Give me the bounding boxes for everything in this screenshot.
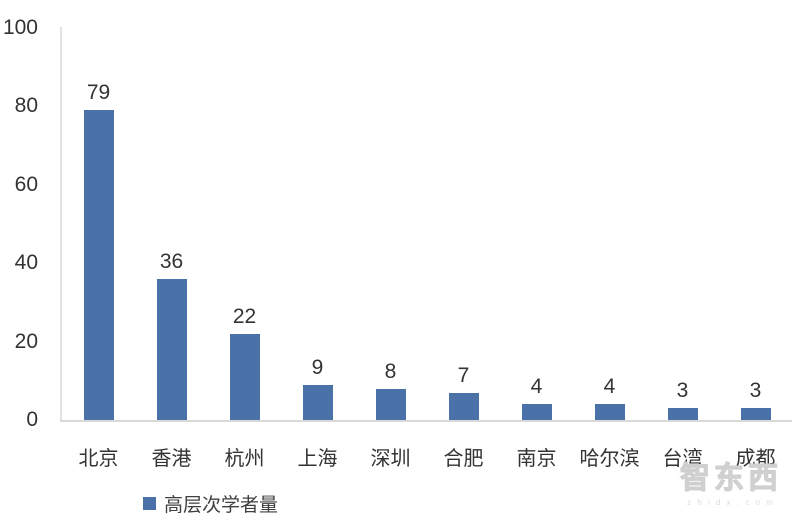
- bar-column: 9: [281, 28, 354, 420]
- bar-column: 4: [500, 28, 573, 420]
- bar-value-label: 8: [384, 360, 397, 383]
- bar-column: 8: [354, 28, 427, 420]
- bar-value-label: 4: [603, 375, 616, 398]
- x-axis-line: [60, 420, 792, 422]
- y-tick-label: 100: [2, 16, 38, 39]
- bar-column: 7: [427, 28, 500, 420]
- y-tick-label: 0: [26, 408, 38, 431]
- x-category-label: 南京: [516, 448, 557, 470]
- x-category-label: 台湾: [662, 448, 703, 470]
- bar: [229, 334, 260, 420]
- bar: [302, 385, 333, 420]
- legend: 高层次学者量: [143, 490, 278, 517]
- y-axis-line: [60, 27, 62, 421]
- watermark-brand-text: 智东西: [680, 462, 782, 496]
- x-category-label: 哈尔滨: [579, 448, 640, 470]
- watermark-domain-text: z h i d x . c o m: [687, 498, 775, 507]
- legend-label: 高层次学者量: [164, 495, 279, 516]
- y-tick-label: 60: [14, 172, 38, 196]
- bar-value-label: 4: [530, 375, 543, 398]
- bar-column: 79: [62, 28, 135, 420]
- watermark: 智东西 z h i d x . c o m: [676, 462, 786, 508]
- x-category-label: 成都: [735, 448, 776, 470]
- bar: [448, 393, 479, 420]
- plot-area: 79 36 22 9 8 7 4 4 3 3: [62, 28, 792, 420]
- legend-marker-square: [143, 497, 156, 510]
- y-tick-label: 80: [14, 94, 38, 118]
- bar: [521, 404, 552, 420]
- bar-column: 3: [646, 28, 719, 420]
- x-category-label: 合肥: [443, 448, 484, 470]
- bar-value-label: 7: [457, 364, 470, 387]
- bar: [156, 279, 187, 420]
- bar-value-label: 36: [159, 250, 184, 273]
- bar: [375, 389, 406, 420]
- bar-column: 36: [135, 28, 208, 420]
- x-axis-category-labels: 北京 香港 杭州 上海 深圳 合肥 南京 哈尔滨 台湾 成都: [62, 442, 792, 471]
- bar: [594, 404, 625, 420]
- x-category-label: 香港: [151, 448, 192, 470]
- bar: [667, 408, 698, 420]
- bar-value-label: 79: [86, 81, 111, 104]
- bar-value-label: 22: [232, 305, 257, 328]
- bar: [83, 110, 114, 420]
- y-tick-label: 40: [14, 251, 38, 275]
- x-category-label: 上海: [297, 448, 338, 470]
- bar-value-label: 3: [676, 379, 689, 402]
- bar-value-label: 9: [311, 356, 324, 379]
- x-category-label: 北京: [78, 448, 119, 470]
- bar: [740, 408, 771, 420]
- x-category-label: 深圳: [370, 448, 411, 470]
- bar-column: 22: [208, 28, 281, 420]
- bar-column: 3: [719, 28, 792, 420]
- y-tick-label: 20: [14, 329, 38, 353]
- bar-column: 4: [573, 28, 646, 420]
- x-category-label: 杭州: [224, 448, 265, 470]
- bar-value-label: 3: [749, 379, 762, 402]
